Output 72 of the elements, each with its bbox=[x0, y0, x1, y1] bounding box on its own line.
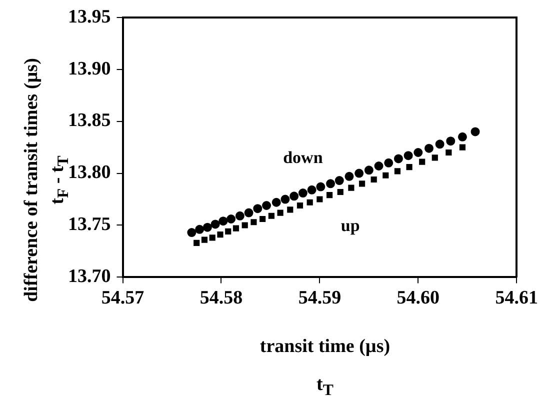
point bbox=[250, 219, 257, 226]
x-tick-label: 54.58 bbox=[200, 288, 243, 309]
point bbox=[394, 168, 401, 174]
point bbox=[344, 172, 354, 181]
point bbox=[364, 166, 374, 175]
point bbox=[209, 234, 216, 241]
point bbox=[358, 180, 366, 187]
point bbox=[296, 202, 304, 209]
point bbox=[406, 164, 412, 170]
y-tick-label: 13.85 bbox=[68, 110, 111, 132]
x-tick-label: 54.59 bbox=[298, 288, 342, 309]
point bbox=[432, 154, 438, 161]
point bbox=[187, 228, 196, 238]
point bbox=[235, 211, 244, 220]
point bbox=[419, 158, 426, 165]
point bbox=[226, 214, 236, 224]
x-tick-label: 54.61 bbox=[495, 288, 538, 309]
x-tick-label: 54.60 bbox=[396, 288, 440, 309]
point bbox=[459, 144, 466, 150]
point bbox=[195, 224, 204, 234]
point bbox=[225, 228, 232, 235]
x-axis-title: transit time (µs) t$_{T}$ bbox=[260, 335, 390, 401]
point bbox=[374, 162, 384, 171]
point bbox=[277, 210, 284, 216]
series-label: down bbox=[283, 148, 324, 167]
point bbox=[414, 148, 423, 157]
point bbox=[202, 222, 212, 232]
point bbox=[201, 236, 208, 243]
point bbox=[348, 184, 354, 191]
point bbox=[435, 140, 444, 149]
point bbox=[446, 149, 452, 156]
point bbox=[253, 204, 262, 214]
point bbox=[326, 179, 336, 188]
point bbox=[306, 199, 313, 206]
point bbox=[290, 192, 299, 201]
point bbox=[307, 185, 316, 194]
point bbox=[194, 240, 200, 246]
y-tick-label: 13.70 bbox=[68, 266, 111, 288]
point bbox=[316, 182, 326, 192]
point bbox=[262, 200, 272, 210]
point bbox=[404, 151, 413, 160]
point bbox=[370, 176, 377, 183]
point bbox=[384, 158, 394, 168]
y-tick-label: 13.75 bbox=[68, 214, 111, 236]
y-tick-label: 13.95 bbox=[68, 6, 111, 28]
point bbox=[280, 194, 290, 204]
point bbox=[232, 225, 240, 232]
point bbox=[218, 216, 228, 226]
point bbox=[446, 136, 456, 146]
y-tick-label: 13.90 bbox=[68, 58, 111, 80]
point bbox=[394, 154, 403, 164]
point bbox=[268, 212, 274, 219]
point bbox=[272, 198, 281, 207]
point bbox=[316, 196, 323, 202]
point bbox=[217, 232, 224, 238]
point bbox=[470, 127, 480, 136]
point bbox=[298, 188, 308, 198]
point bbox=[210, 220, 220, 229]
point bbox=[424, 144, 434, 153]
point bbox=[354, 168, 364, 178]
point bbox=[260, 216, 266, 222]
point bbox=[287, 206, 294, 213]
point bbox=[337, 188, 344, 196]
point bbox=[244, 208, 254, 218]
point bbox=[382, 172, 389, 178]
series-label: up bbox=[340, 216, 360, 235]
point bbox=[458, 132, 467, 142]
y-tick-label: 13.80 bbox=[68, 162, 111, 184]
point bbox=[334, 176, 344, 186]
point bbox=[242, 222, 248, 228]
x-tick-label: 54.57 bbox=[101, 288, 145, 309]
point bbox=[326, 192, 333, 198]
